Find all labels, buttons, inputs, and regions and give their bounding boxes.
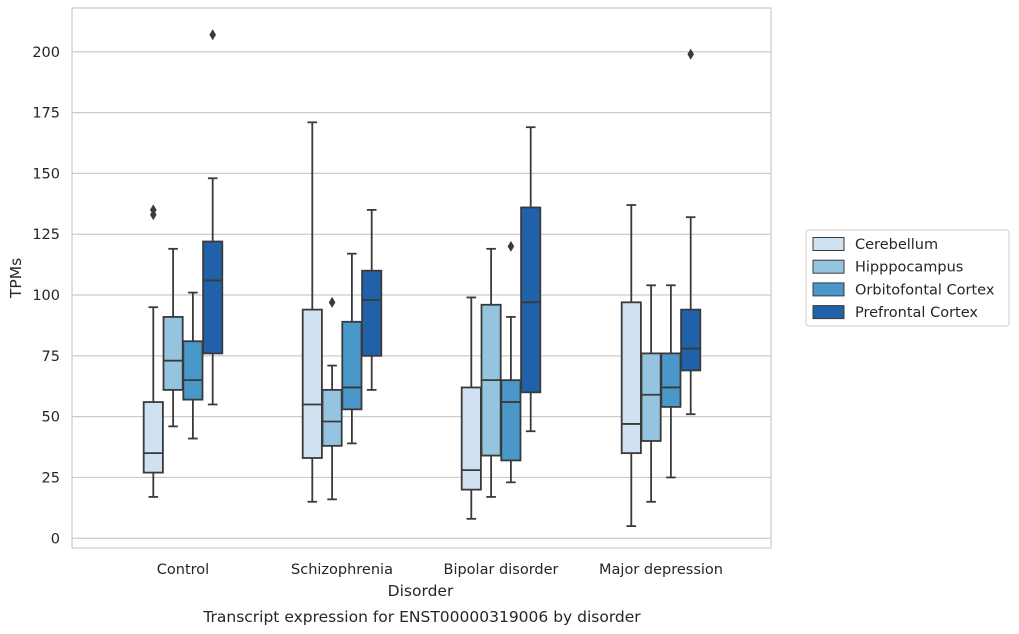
legend-swatch — [812, 305, 845, 320]
box-body — [321, 388, 343, 447]
legend-swatch — [812, 237, 845, 251]
outlier-point — [687, 48, 694, 60]
outlier-point — [209, 29, 216, 41]
y-tick-label: 100 — [32, 288, 60, 304]
box-body — [660, 352, 682, 408]
box-body — [341, 320, 363, 411]
box-hipppocampus-2 — [480, 247, 502, 498]
y-tick-label: 0 — [51, 531, 60, 547]
legend-label: Cerebellum — [855, 237, 938, 253]
legend-label: Prefrontal Cortex — [855, 305, 978, 321]
x-tick-labels: Control Schizophrenia Bipolar disorder Majo… — [157, 562, 723, 578]
y-tick-label: 175 — [32, 106, 60, 122]
box-cerebellum-3 — [620, 204, 642, 528]
box-prefrontal-cortex-1 — [361, 208, 383, 391]
box-body — [182, 340, 204, 401]
y-tick-label: 25 — [42, 470, 60, 486]
y-tick-label: 125 — [32, 227, 60, 243]
box-body — [162, 316, 184, 391]
legend-swatch — [812, 259, 845, 274]
legend: Cerebellum Hipppocampus Orbitofontal Corte… — [805, 229, 1010, 327]
x-axis-label: Disorder — [388, 582, 454, 600]
box-body — [460, 386, 482, 491]
box-body — [301, 308, 323, 459]
legend-label: Hipppocampus — [855, 260, 963, 276]
outlier-point — [507, 240, 515, 252]
box-cerebellum-1 — [301, 121, 323, 503]
y-tick-label: 150 — [32, 166, 60, 182]
outlier-point — [150, 204, 157, 216]
outlier-point — [328, 296, 336, 308]
box-prefrontal-cortex-3 — [680, 48, 702, 416]
y-tick-labels: 0 25 50 75 100 125 150 175 200 — [32, 45, 60, 547]
y-tick-label: 200 — [32, 45, 60, 61]
box-elements — [142, 29, 702, 528]
box-prefrontal-cortex-2 — [520, 126, 542, 433]
box-orbitofontal-cortex-0 — [182, 291, 204, 440]
box-body — [620, 301, 642, 455]
y-axis-label: TPMs — [7, 258, 25, 299]
y-tick-label: 75 — [42, 349, 60, 365]
box-cerebellum-2 — [460, 296, 482, 520]
y-gridlines — [72, 51, 771, 539]
box-orbitofontal-cortex-3 — [660, 284, 682, 479]
chart-caption: Transcript expression for ENST0000031900… — [202, 608, 641, 626]
x-tick-label: Control — [157, 562, 209, 578]
legend-frame — [805, 229, 1010, 327]
x-tick-label: Bipolar disorder — [444, 562, 559, 578]
y-tick-label: 50 — [42, 410, 60, 426]
box-hipppocampus-1 — [321, 296, 343, 501]
box-orbitofontal-cortex-1 — [341, 252, 363, 445]
box-body — [500, 379, 522, 462]
box-body — [202, 240, 224, 355]
box-hipppocampus-0 — [162, 247, 184, 428]
legend-label: Orbitofontal Cortex — [855, 282, 995, 298]
x-tick-label: Major depression — [599, 562, 723, 578]
legend-swatch — [812, 282, 845, 297]
plot-frame — [71, 7, 772, 549]
box-body — [142, 401, 164, 474]
box-cerebellum-0 — [142, 204, 164, 498]
box-body — [520, 206, 542, 394]
box-body — [640, 352, 662, 442]
box-prefrontal-cortex-0 — [202, 29, 224, 406]
box-hipppocampus-3 — [640, 284, 662, 503]
x-tick-label: Schizophrenia — [291, 562, 393, 578]
box-body — [680, 308, 702, 372]
box-body — [361, 269, 383, 357]
box-orbitofontal-cortex-2 — [500, 240, 522, 484]
